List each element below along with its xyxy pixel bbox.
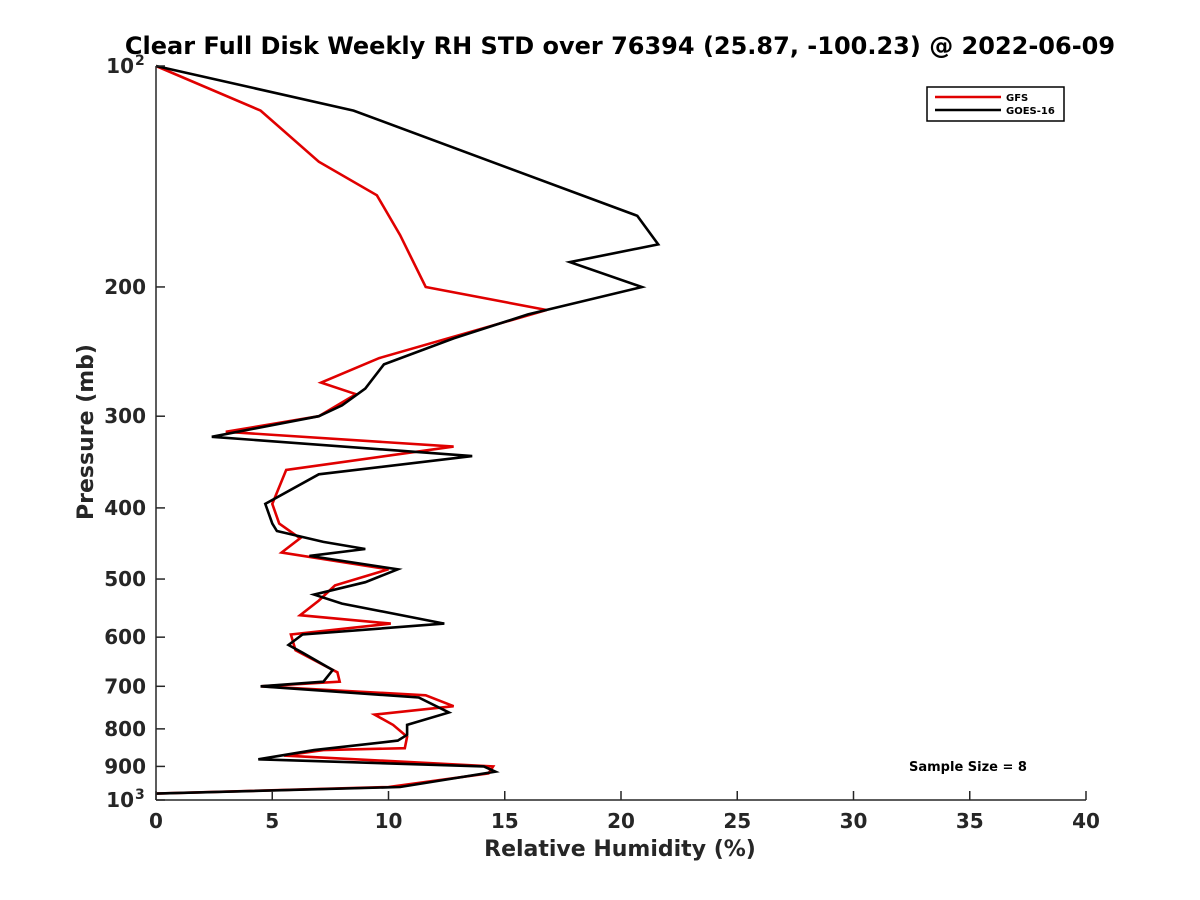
x-tick-label: 20	[607, 809, 635, 833]
sample-size-annotation: Sample Size = 8	[909, 760, 1027, 775]
legend: GFS GOES-16	[926, 86, 1065, 122]
x-tick-label: 25	[723, 809, 751, 833]
y-tick-label: 700	[104, 674, 146, 698]
legend-box	[926, 86, 1065, 122]
y-tick-label: 200	[104, 275, 146, 299]
y-tick-label: 800	[104, 717, 146, 741]
x-tick-label: 0	[149, 809, 163, 833]
x-tick-label: 10	[375, 809, 403, 833]
y-tick-label: 400	[104, 496, 146, 520]
legend-label-goes16: GOES-16	[1006, 106, 1055, 117]
y-tick-label: 900	[104, 754, 146, 778]
y-tick-exponent: 3	[135, 787, 145, 803]
y-tick-label: 500	[104, 567, 146, 591]
legend-label-gfs: GFS	[1006, 93, 1028, 104]
y-tick-label: 600	[104, 625, 146, 649]
y-tick-label: 10	[106, 788, 134, 812]
x-tick-label: 15	[491, 809, 519, 833]
x-axis-label: Relative Humidity (%)	[484, 837, 756, 862]
y-axis-label: Pressure (mb)	[74, 344, 99, 520]
x-tick-label: 30	[840, 809, 868, 833]
y-tick-label: 300	[104, 404, 146, 428]
chart-title: Clear Full Disk Weekly RH STD over 76394…	[125, 32, 1115, 60]
series-line-goes16	[155, 64, 661, 795]
x-tick-label: 40	[1072, 809, 1100, 833]
series-line-gfs	[155, 64, 547, 795]
x-tick-label: 5	[265, 809, 279, 833]
y-tick-exponent: 2	[135, 53, 145, 69]
series-layer	[155, 64, 661, 795]
y-tick-label: 10	[106, 54, 134, 78]
x-tick-label: 35	[956, 809, 984, 833]
